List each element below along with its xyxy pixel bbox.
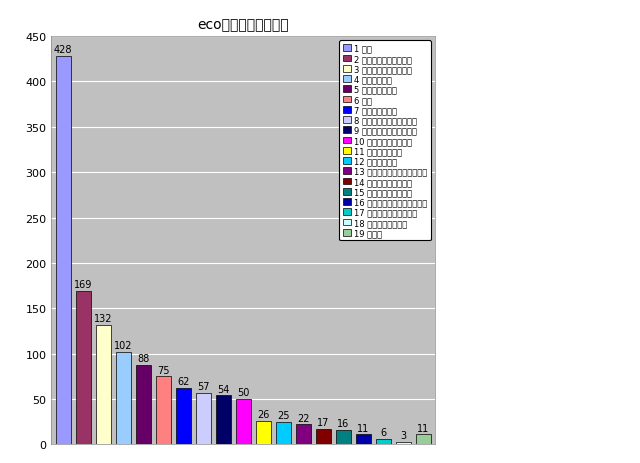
Text: 6: 6 <box>380 427 387 437</box>
Bar <box>396 442 411 444</box>
Text: 17: 17 <box>317 417 330 427</box>
Text: 75: 75 <box>157 365 170 375</box>
Title: ecoキッチンアイデア: ecoキッチンアイデア <box>197 18 289 32</box>
Bar <box>96 325 111 444</box>
Bar <box>216 395 230 444</box>
Text: 132: 132 <box>94 313 113 323</box>
Text: 16: 16 <box>337 418 349 428</box>
Bar <box>296 425 310 444</box>
Bar <box>116 352 131 444</box>
Text: 102: 102 <box>114 340 132 350</box>
Bar <box>276 422 291 444</box>
Text: 88: 88 <box>137 353 149 363</box>
Text: 54: 54 <box>217 384 229 394</box>
Bar <box>376 439 390 444</box>
Bar <box>136 365 150 444</box>
Text: 428: 428 <box>54 45 72 55</box>
Bar <box>256 421 271 444</box>
Text: 50: 50 <box>237 388 250 397</box>
Bar <box>156 376 171 444</box>
Bar <box>336 430 351 444</box>
Text: 3: 3 <box>400 430 406 440</box>
Text: 22: 22 <box>297 413 310 423</box>
Bar <box>416 434 431 444</box>
Bar <box>236 399 251 444</box>
Bar <box>316 429 331 444</box>
Text: 25: 25 <box>277 410 289 420</box>
Text: 169: 169 <box>74 280 92 290</box>
Bar <box>356 434 371 444</box>
Bar <box>56 57 70 444</box>
Text: 62: 62 <box>177 376 189 387</box>
Bar <box>196 393 211 444</box>
Legend: 1 節水, 2 洗剤の使用量を減らす, 3 ガスの使用量を減らす, 4 ゴミを減らす, 5 ゴミを分別する, 6 節電, 7 生ゴミを減らす, 8 冷蔵庫の開閉: 1 節水, 2 洗剤の使用量を減らす, 3 ガスの使用量を減らす, 4 ゴミを減… <box>339 41 431 241</box>
Text: 57: 57 <box>197 381 209 391</box>
Text: 11: 11 <box>357 423 369 433</box>
Text: 26: 26 <box>257 409 269 419</box>
Bar <box>76 292 91 444</box>
Text: 11: 11 <box>417 423 429 433</box>
Bar <box>176 388 191 444</box>
